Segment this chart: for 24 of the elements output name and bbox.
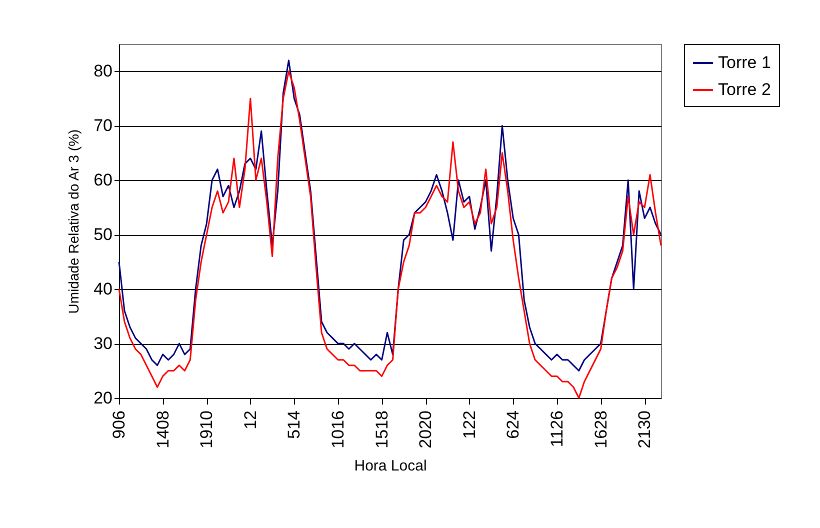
y-tick-label: 60 [94,170,112,190]
x-tick-label: 2020 [416,410,436,448]
x-tick-label: 514 [284,410,304,439]
x-tick-label: 12 [240,410,260,430]
y-tick-label: 50 [94,225,112,244]
y-tick-label: 40 [94,280,112,299]
y-tick-label: 80 [94,62,112,81]
x-tick-label: 122 [460,410,479,439]
y-axis-title: Umidade Relativa do Ar 3 (%) [66,129,82,314]
x-tick-label: 1408 [153,410,172,448]
x-tick-label: 1126 [547,410,566,448]
x-tick-label: 906 [110,410,128,439]
x-tick-label: 1910 [197,410,216,448]
x-tick-label: 1016 [328,410,348,448]
y-tick-label: 70 [94,116,112,136]
x-tick-label: 624 [504,410,523,439]
x-axis-title: Hora Local [354,457,427,474]
legend-label: Torre 1 [718,53,771,72]
y-tick-label: 30 [94,334,112,354]
x-tick-label: 2130 [635,410,654,448]
legend-label: Torre 2 [718,80,771,99]
x-tick-label: 1518 [372,410,392,448]
x-tick-label: 1628 [591,410,610,448]
y-tick-label: 20 [94,388,112,408]
